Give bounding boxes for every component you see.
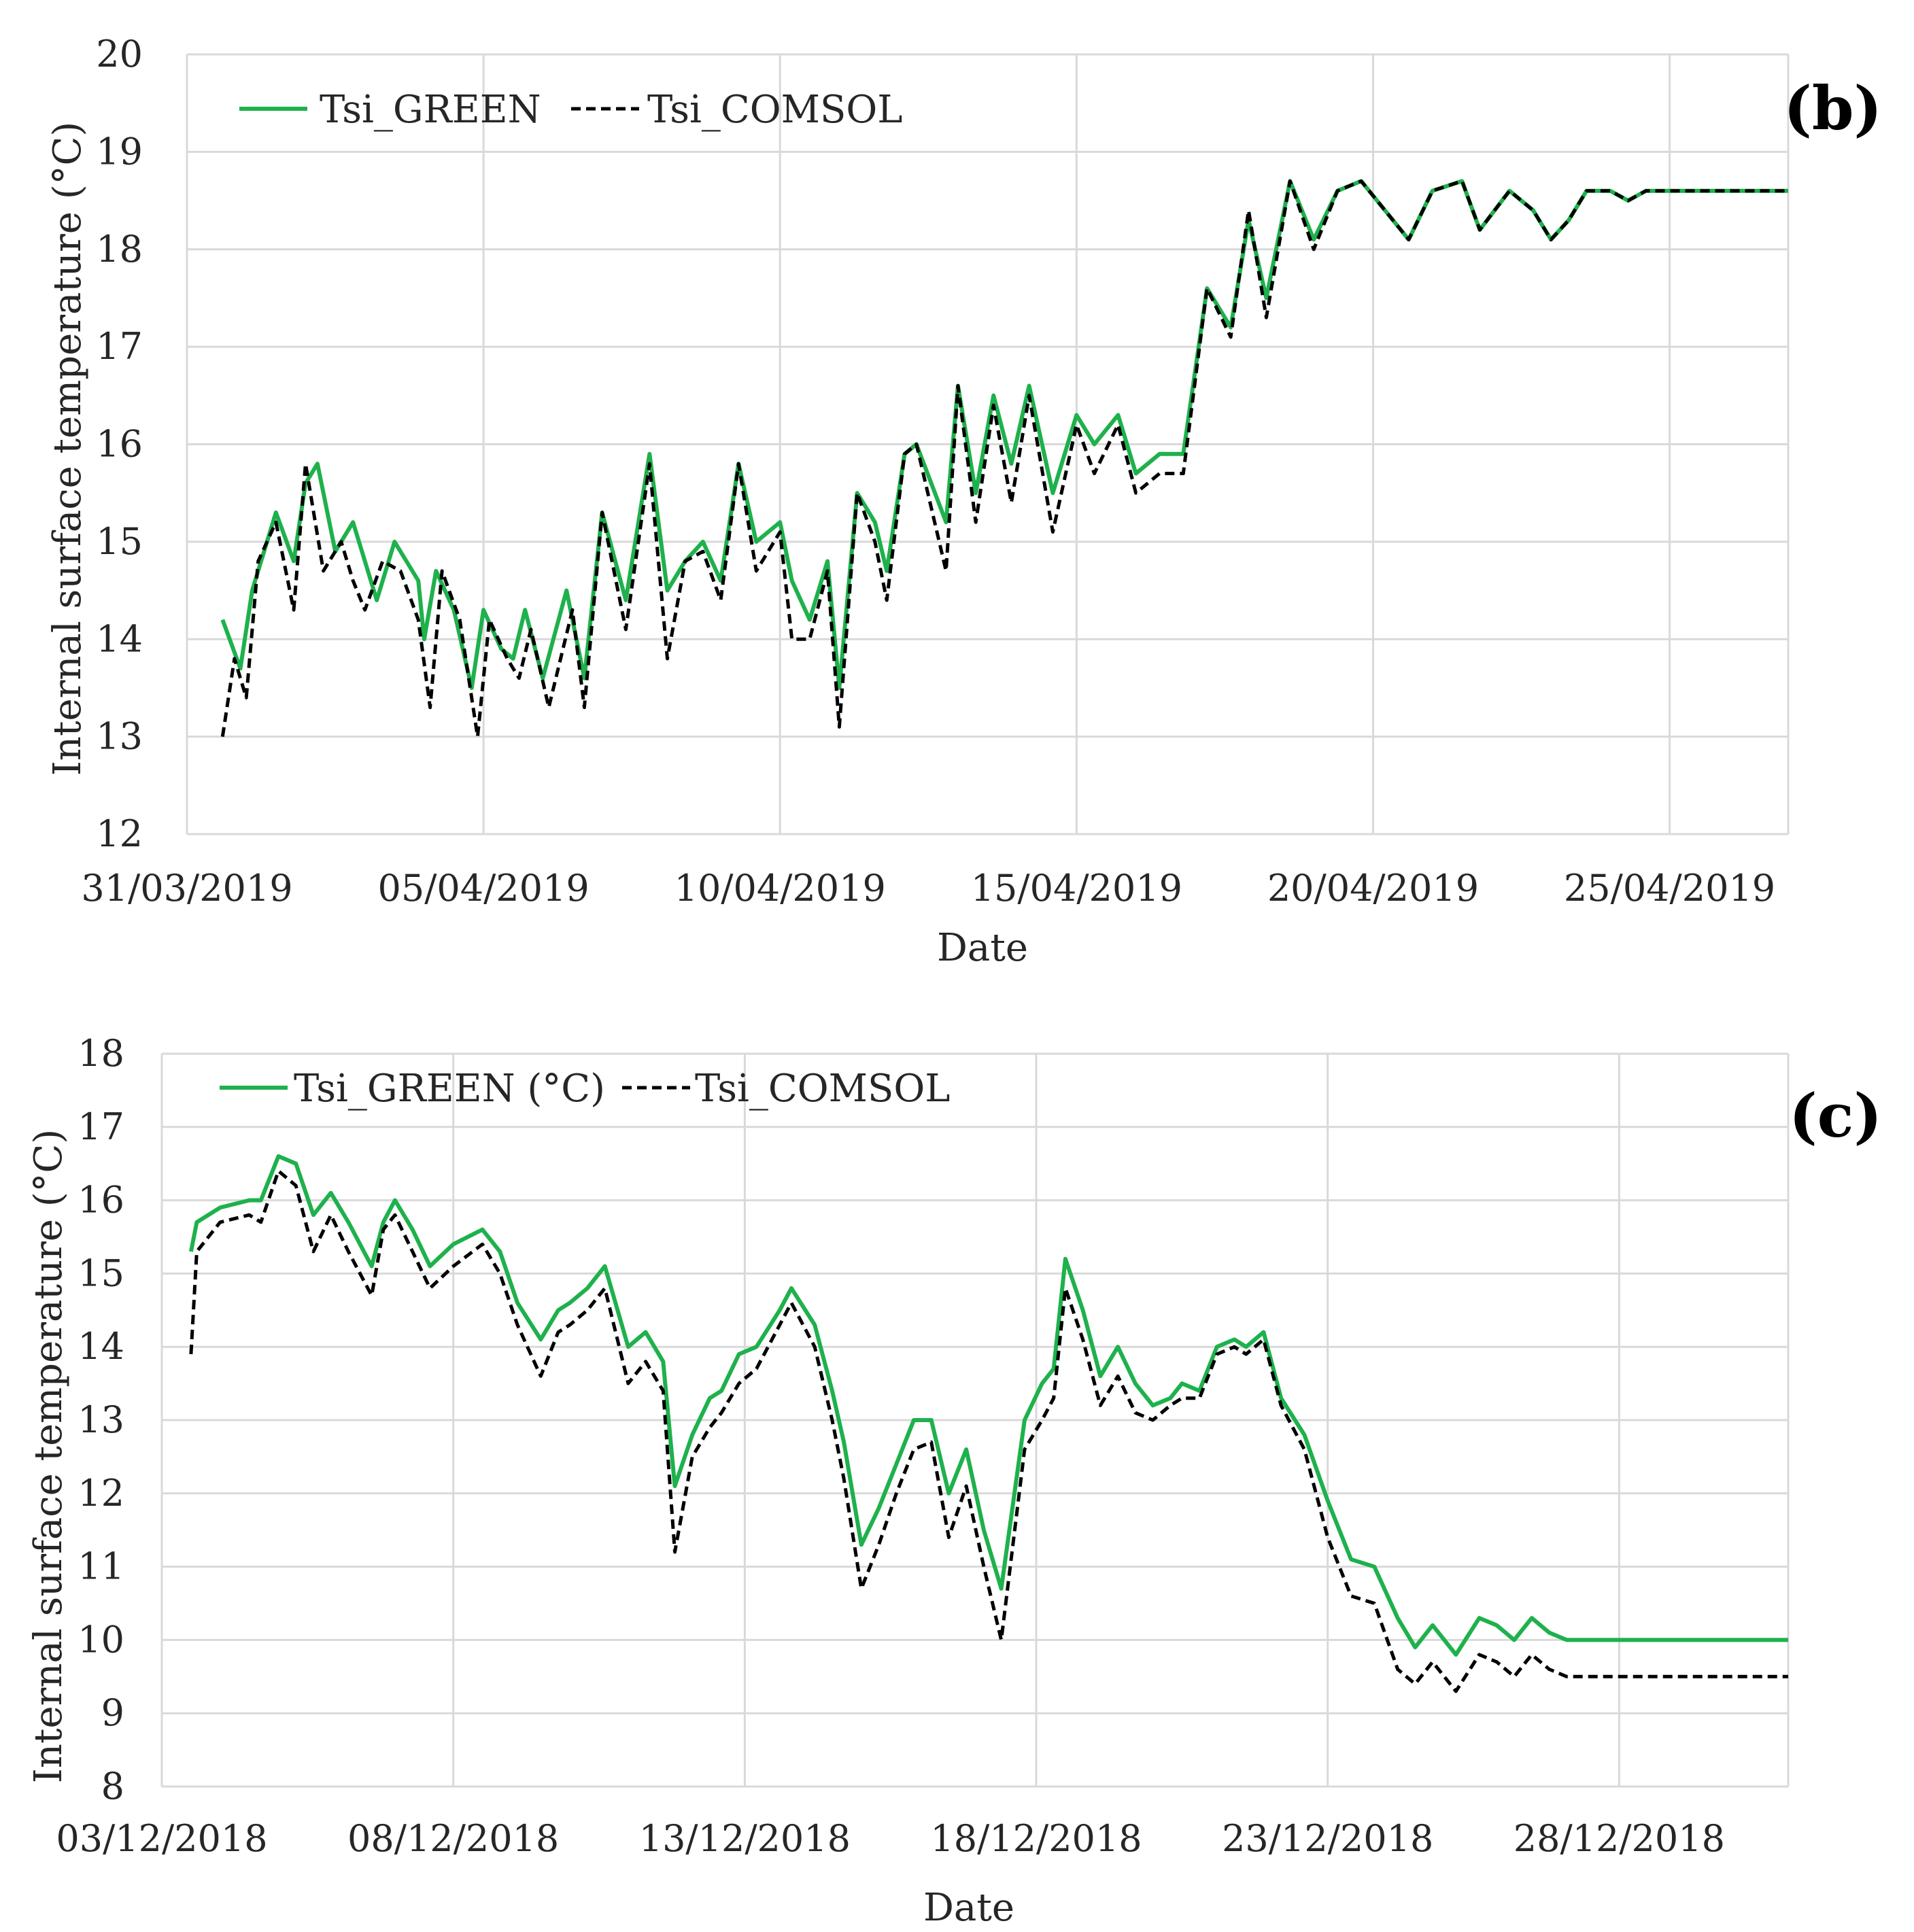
chart-b-x-tick-2: 10/04/2019 (674, 867, 886, 910)
chart-c-x-tick-2: 13/12/2018 (639, 1817, 851, 1860)
chart-c-y-tick-11: 11 (78, 1545, 124, 1588)
chart-c-x-tick-5: 28/12/2018 (1514, 1817, 1725, 1860)
chart-b-y-tick-19: 19 (96, 130, 143, 173)
chart-b-legend-green-label: Tsi_GREEN (320, 88, 541, 132)
chart-c-y-tick-16: 16 (78, 1179, 124, 1222)
chart-b-x-tick-1: 05/04/2019 (377, 867, 589, 910)
chart-c-legend-comsol-label: Tsi_COMSOL (695, 1067, 950, 1111)
chart-b-y-tick-13: 13 (96, 715, 143, 758)
chart-b-series-tsi-comsol (220, 179, 1788, 739)
chart-b-gridlines (186, 53, 1790, 835)
chart-c-tick-labels: 8 9 10 11 12 13 14 15 16 17 18 03/12/2018 08/12/2018… (56, 1032, 1725, 1860)
chart-c-x-tick-4: 23/12/2018 (1222, 1817, 1433, 1860)
chart-c-legend-green-label: Tsi_GREEN (°C) (294, 1067, 605, 1111)
chart-b-x-axis-title: Date (937, 926, 1028, 970)
chart-c-y-axis-title: Internal surface temperature (°C) (27, 1129, 71, 1783)
chart-b-series (220, 179, 1788, 739)
chart-c-y-tick-8: 8 (101, 1765, 124, 1808)
chart-c-series-tsi-green (188, 1154, 1788, 1657)
chart-c-x-tick-1: 08/12/2018 (347, 1817, 559, 1860)
chart-b-y-tick-16: 16 (96, 423, 143, 466)
chart-c-y-tick-14: 14 (78, 1325, 124, 1368)
chart-b-y-tick-18: 18 (96, 228, 143, 271)
chart-b-panel-label: (b) (1783, 73, 1882, 143)
chart-b-y-tick-20: 20 (96, 33, 143, 75)
chart-b-tick-labels: 12 13 14 15 16 17 18 19 20 31/03/2019 05/04/2019 10… (81, 33, 1775, 910)
chart-c-x-axis-title: Date (923, 1886, 1014, 1930)
chart-c-panel-label: (c) (1789, 1080, 1882, 1151)
chart-b-x-tick-4: 20/04/2019 (1267, 867, 1479, 910)
chart-b-y-tick-12: 12 (96, 812, 143, 855)
chart-c-legend: Tsi_GREEN (°C) Tsi_COMSOL (220, 1067, 950, 1111)
chart-c-x-tick-3: 18/12/2018 (930, 1817, 1142, 1860)
chart-c-y-tick-12: 12 (78, 1472, 124, 1515)
chart-c: 8 9 10 11 12 13 14 15 16 17 18 03/12/2018 08/12/2018… (27, 1032, 1882, 1930)
chart-b-y-tick-17: 17 (96, 325, 143, 368)
chart-c-series-tsi-comsol (189, 1169, 1788, 1693)
chart-c-x-tick-0: 03/12/2018 (56, 1817, 267, 1860)
chart-b: 12 13 14 15 16 17 18 19 20 31/03/2019 05/04/2019 10… (46, 33, 1882, 970)
chart-b-y-axis-title: Internal surface temperature (°C) (46, 122, 90, 776)
chart-b-x-tick-0: 31/03/2019 (81, 867, 292, 910)
chart-c-gridlines (160, 1052, 1790, 1788)
chart-c-y-tick-9: 9 (101, 1691, 124, 1734)
chart-c-y-tick-10: 10 (78, 1618, 124, 1661)
chart-c-series (188, 1154, 1788, 1693)
chart-c-y-tick-18: 18 (78, 1032, 124, 1075)
chart-c-y-tick-13: 13 (78, 1398, 124, 1441)
chart-b-legend: Tsi_GREEN Tsi_COMSOL (239, 88, 902, 132)
chart-c-y-tick-15: 15 (78, 1252, 124, 1294)
chart-b-y-tick-15: 15 (96, 520, 143, 563)
chart-b-y-tick-14: 14 (96, 617, 143, 660)
chart-c-y-tick-17: 17 (78, 1105, 124, 1148)
chart-b-x-tick-3: 15/04/2019 (971, 867, 1182, 910)
chart-b-legend-comsol-label: Tsi_COMSOL (647, 88, 902, 132)
chart-b-x-tick-5: 25/04/2019 (1564, 867, 1775, 910)
